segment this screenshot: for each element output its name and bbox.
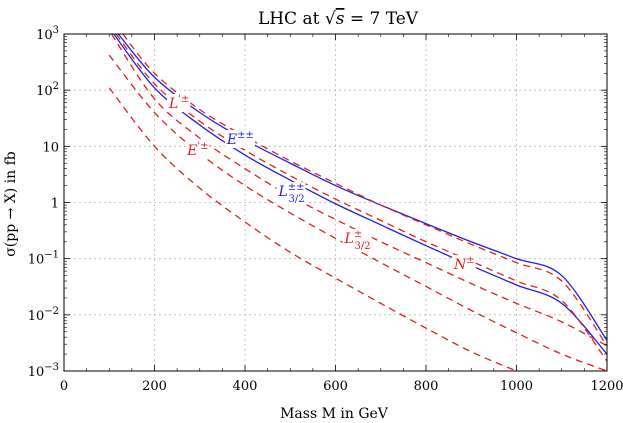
- y-tick-label: 1: [51, 197, 59, 212]
- y-tick-label: 10−1: [28, 250, 59, 268]
- grid-lines: [64, 34, 607, 371]
- label-L32-p-bg: [342, 229, 372, 253]
- label-E-prime: E'±: [186, 141, 208, 159]
- series-blue-upper: [117, 34, 607, 341]
- series-red-5: [108, 87, 517, 371]
- x-tick-label: 1200: [590, 379, 623, 394]
- series-red-1: [122, 34, 607, 347]
- label-E-prime-bg: [185, 141, 210, 160]
- series-red-3: [110, 34, 607, 347]
- label-N: N±: [453, 255, 475, 273]
- curve-labels: L'± E'± E±± L±± 3/2 L± 3/2 N±: [166, 94, 476, 274]
- label-L-prime: L'±: [168, 94, 189, 112]
- chart-title-suffix: = 7 TeV: [344, 9, 418, 29]
- series-curves: [108, 34, 607, 371]
- x-tick-label: 1000: [500, 379, 533, 394]
- label-L32-pp-bg: [276, 182, 306, 206]
- series-blue-lower: [113, 34, 607, 355]
- x-tick-label: 600: [323, 379, 348, 394]
- x-tick-label: 200: [142, 379, 167, 394]
- chart-title-root-symbol: √: [325, 9, 336, 29]
- y-tick-label: 103: [36, 25, 59, 43]
- label-E-pp: E±±: [226, 130, 254, 148]
- y-tick-label: 102: [36, 81, 59, 99]
- label-N-bg: [452, 255, 476, 274]
- series-red-2: [115, 34, 607, 362]
- label-E-pp-bg: [224, 130, 255, 149]
- axis-ticks: 0 200 400 600 800 1000 1200 10−3 10−2 10−1 1 10 102 1…: [28, 25, 623, 394]
- label-L32-p: L± 3/2: [344, 229, 371, 252]
- chart-title-prefix: LHC at: [258, 9, 325, 29]
- label-L32-pp: L±± 3/2: [277, 182, 304, 205]
- y-tick-label: 10−3: [28, 362, 59, 380]
- chart-title: LHC at √s = 7 TeV: [258, 9, 419, 29]
- x-tick-label: 0: [60, 379, 68, 394]
- y-tick-label: 10−2: [28, 306, 59, 324]
- label-L-prime-bg: [166, 94, 191, 113]
- y-tick-label: 10: [42, 140, 59, 155]
- x-axis-label: Mass M in GeV: [280, 406, 389, 422]
- x-tick-label: 400: [233, 379, 258, 394]
- y-axis-label: σ(pp → X) in fb: [3, 151, 19, 257]
- chart-title-root-arg: s: [336, 9, 345, 29]
- x-tick-label: 800: [414, 379, 439, 394]
